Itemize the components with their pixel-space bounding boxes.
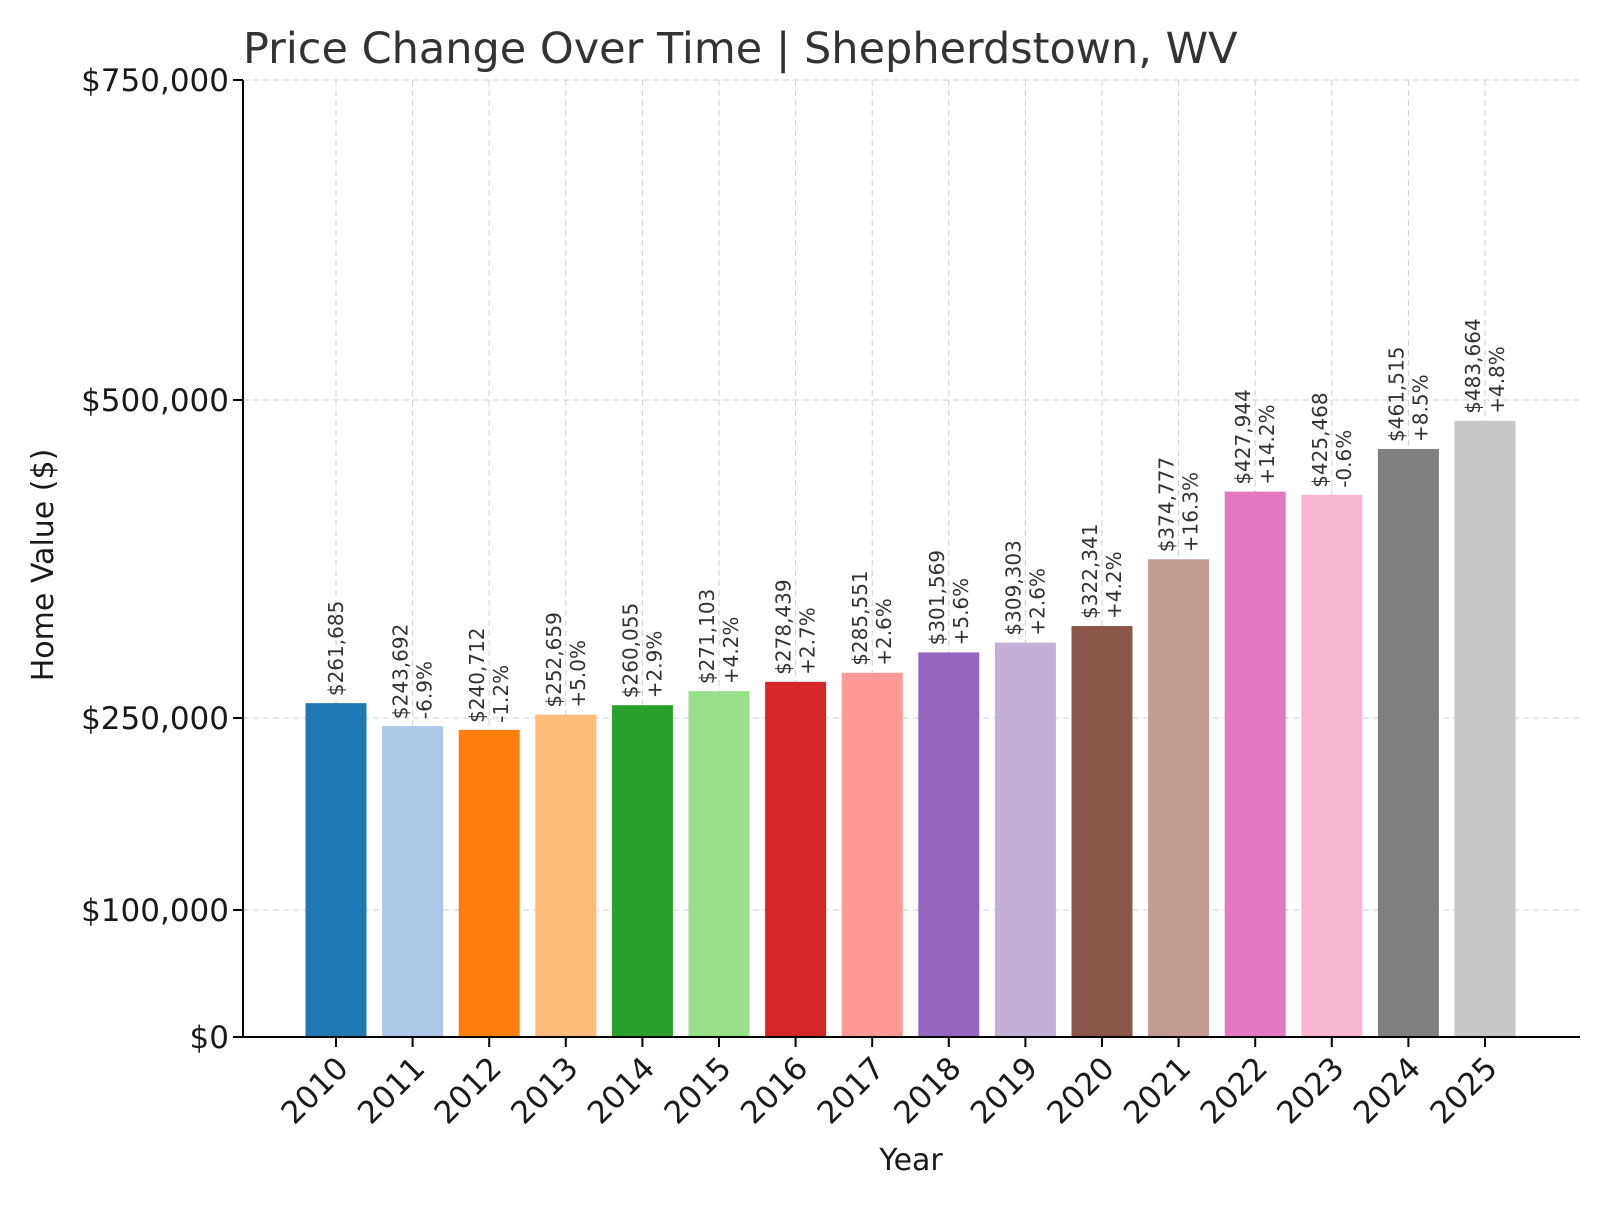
bar-2012 bbox=[458, 729, 520, 1037]
bar-value-label: $278,439 bbox=[772, 579, 796, 674]
bar-2020 bbox=[1071, 625, 1133, 1037]
bar-2025 bbox=[1454, 420, 1516, 1037]
bar-change-label: +2.9% bbox=[642, 631, 666, 699]
bar-2016 bbox=[765, 681, 827, 1037]
bar-change-label: +14.2% bbox=[1255, 404, 1279, 484]
bar-value-label: $374,777 bbox=[1155, 457, 1179, 552]
bar-2014 bbox=[611, 705, 673, 1037]
chart-title: Price Change Over Time | Shepherdstown, … bbox=[243, 24, 1238, 74]
bar-value-label: $243,692 bbox=[389, 624, 413, 719]
x-tick-label: 2018 bbox=[887, 1050, 968, 1131]
x-tick-label: 2010 bbox=[274, 1050, 355, 1131]
bar-change-label: -1.2% bbox=[489, 665, 513, 723]
y-tick-label: $100,000 bbox=[81, 893, 229, 929]
bar-value-label: $461,515 bbox=[1384, 347, 1408, 442]
x-tick-label: 2019 bbox=[964, 1050, 1045, 1131]
bar-2015 bbox=[688, 691, 750, 1037]
bar-value-label: $301,569 bbox=[925, 550, 949, 645]
bar-value-label: $271,103 bbox=[695, 589, 719, 684]
bar-2017 bbox=[841, 672, 903, 1037]
bar-change-label: +2.7% bbox=[796, 607, 820, 675]
bar-value-label: $483,664 bbox=[1461, 318, 1485, 413]
y-ticks: $0 $100,000 $250,000 $500,000 $750,000 bbox=[81, 63, 243, 1056]
bar-value-label: $240,712 bbox=[465, 627, 489, 722]
bar-2013 bbox=[535, 714, 597, 1037]
x-tick-label: 2013 bbox=[504, 1050, 585, 1131]
bar-value-label: $309,303 bbox=[1001, 540, 1025, 635]
bar-2023 bbox=[1301, 494, 1363, 1038]
bar-value-label: $322,341 bbox=[1078, 524, 1102, 619]
bar-change-label: +5.6% bbox=[949, 578, 973, 646]
bar-value-label: $252,659 bbox=[542, 612, 566, 707]
bar-value-label: $285,551 bbox=[848, 570, 872, 665]
bar-change-label: -0.6% bbox=[1332, 430, 1356, 488]
x-axis-label: Year bbox=[878, 1143, 943, 1178]
bar-2011 bbox=[382, 726, 444, 1037]
bar-labels: $261,685 $243,692 -6.9% $240,712 -1.2% $252,6… bbox=[324, 318, 1509, 723]
bar-2018 bbox=[918, 652, 980, 1037]
bar-2024 bbox=[1377, 448, 1439, 1038]
x-tick-label: 2016 bbox=[734, 1050, 815, 1131]
x-ticks: 2010201120122013201420152016201720182019… bbox=[274, 1037, 1505, 1131]
bar-change-label: +4.2% bbox=[719, 617, 743, 685]
bar-2021 bbox=[1148, 559, 1210, 1037]
x-tick-label: 2014 bbox=[581, 1050, 662, 1131]
y-tick-label: $750,000 bbox=[81, 63, 229, 99]
y-tick-label: $250,000 bbox=[81, 701, 229, 737]
axes bbox=[242, 80, 1580, 1038]
x-tick-label: 2025 bbox=[1423, 1050, 1504, 1131]
x-tick-label: 2023 bbox=[1270, 1050, 1351, 1131]
bar-change-label: +4.2% bbox=[1102, 551, 1126, 619]
bar-change-label: +5.0% bbox=[566, 640, 590, 708]
bars bbox=[305, 420, 1516, 1038]
x-tick-label: 2020 bbox=[1040, 1050, 1121, 1131]
x-tick-label: 2024 bbox=[1347, 1050, 1428, 1131]
y-tick-label: $500,000 bbox=[81, 383, 229, 419]
bar-value-label: $425,468 bbox=[1308, 392, 1332, 487]
x-tick-label: 2017 bbox=[811, 1050, 892, 1131]
bar-value-label: $427,944 bbox=[1231, 389, 1255, 484]
bar-value-label: $260,055 bbox=[618, 603, 642, 698]
bar-2019 bbox=[994, 642, 1056, 1037]
bar-change-label: +4.8% bbox=[1485, 346, 1509, 414]
bar-change-label: +16.3% bbox=[1179, 472, 1203, 552]
bar-2010 bbox=[305, 703, 367, 1037]
x-tick-label: 2022 bbox=[1194, 1050, 1275, 1131]
bar-change-label: +2.6% bbox=[1025, 568, 1049, 636]
bar-change-label: +8.5% bbox=[1408, 374, 1432, 442]
bar-value-label: $261,685 bbox=[324, 601, 348, 696]
x-tick-label: 2011 bbox=[351, 1050, 432, 1131]
bar-change-label: -6.9% bbox=[413, 661, 437, 719]
x-tick-label: 2012 bbox=[428, 1050, 509, 1131]
y-tick-label: $0 bbox=[190, 1020, 229, 1056]
bar-change-label: +2.6% bbox=[872, 598, 896, 666]
bar-2022 bbox=[1224, 491, 1286, 1037]
y-axis-label: Home Value ($) bbox=[26, 449, 61, 682]
x-tick-label: 2021 bbox=[1117, 1050, 1198, 1131]
x-tick-label: 2015 bbox=[657, 1050, 738, 1131]
